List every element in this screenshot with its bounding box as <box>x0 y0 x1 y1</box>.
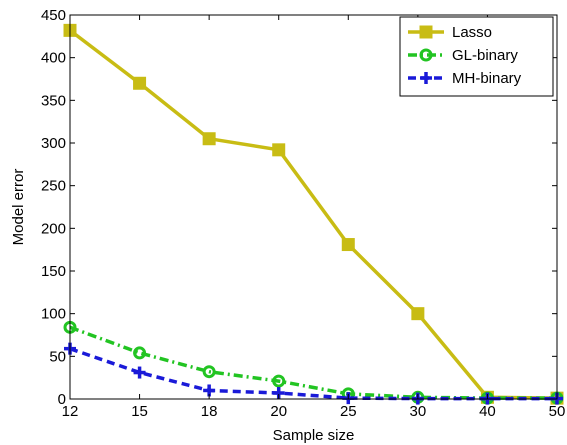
y-tick-label: 400 <box>41 50 66 67</box>
data-point-mh-binary-1 <box>133 366 146 379</box>
legend-entry-lasso: Lasso <box>408 24 492 41</box>
legend-label: Lasso <box>452 24 492 41</box>
y-tick-label: 50 <box>49 348 66 365</box>
data-point-gl-binary-3 <box>272 374 286 388</box>
x-tick-label: 18 <box>201 403 218 420</box>
series-line-gl-binary <box>69 325 557 400</box>
legend-entry-mh-binary: MH-binary <box>408 70 522 87</box>
plot-frame <box>69 14 558 400</box>
x-tick-label: 40 <box>479 403 496 420</box>
y-tick-label: 200 <box>41 220 66 237</box>
y-tick-label: 250 <box>41 178 66 195</box>
y-tick-label: 350 <box>41 92 66 109</box>
x-tick-label: 20 <box>270 403 287 420</box>
data-point-lasso-2 <box>202 132 216 146</box>
axes: 0 50 100 150 200 250 300 350 400 450 12 15 18 20 25 30 4… <box>41 7 565 420</box>
data-point-lasso-4 <box>341 238 355 252</box>
data-point-lasso-5 <box>411 307 425 321</box>
x-tick-label: 12 <box>62 403 79 420</box>
legend-marker-mh-binary <box>420 72 432 84</box>
series-line-mh-binary <box>69 347 557 401</box>
y-axis-title: Model error <box>10 169 27 246</box>
legend-marker-gl-binary <box>419 48 433 62</box>
legend-label: GL-binary <box>452 47 518 64</box>
legend-entry-gl-binary: GL-binary <box>408 47 518 64</box>
x-tick-label: 50 <box>549 403 566 420</box>
x-tick-label: 15 <box>131 403 148 420</box>
data-point-lasso-3 <box>272 143 286 157</box>
data-point-gl-binary-1 <box>133 346 147 360</box>
x-axis-title: Sample size <box>273 427 355 444</box>
x-tick-label: 25 <box>340 403 357 420</box>
series-line-lasso <box>68 29 558 400</box>
legend-label: MH-binary <box>452 70 522 87</box>
data-point-gl-binary-2 <box>202 365 216 379</box>
legend: Lasso GL-binary MH-binary <box>399 16 554 97</box>
y-tick-label: 100 <box>41 306 66 323</box>
series-mh-binary <box>64 342 563 405</box>
y-tick-label: 0 <box>58 391 66 408</box>
legend-marker-lasso <box>419 25 433 39</box>
y-tick-label: 300 <box>41 135 66 152</box>
y-tick-label: 150 <box>41 263 66 280</box>
x-tick-label: 30 <box>410 403 427 420</box>
y-tick-label: 450 <box>41 7 66 24</box>
data-point-lasso-1 <box>133 76 147 90</box>
